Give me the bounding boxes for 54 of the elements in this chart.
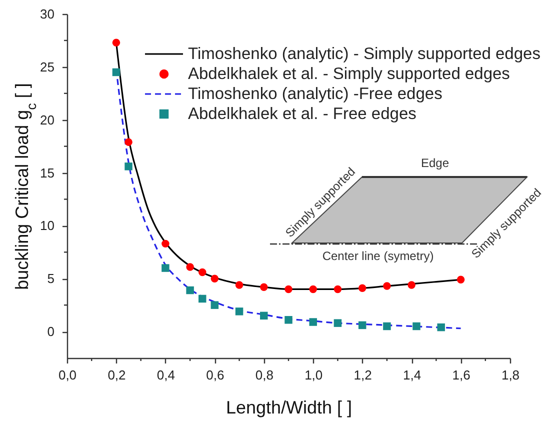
- point: [235, 308, 244, 316]
- y-tick-label: 25: [40, 59, 54, 74]
- point: [260, 283, 268, 291]
- y-tick-label: 15: [40, 165, 54, 180]
- point: [284, 316, 292, 324]
- x-axis-title: Length/Width [ ]: [226, 398, 352, 418]
- point: [162, 240, 170, 248]
- point: [186, 286, 194, 294]
- legend-label: Timoshenko (analytic) - Simply supported edges: [188, 45, 540, 63]
- point: [186, 263, 194, 271]
- point: [383, 322, 391, 330]
- x-tick-label: 1,8: [501, 368, 520, 382]
- point: [210, 274, 219, 282]
- annotation: Center line (symetry): [322, 249, 434, 264]
- y-tick-label: 30: [40, 6, 54, 22]
- point: [198, 268, 206, 276]
- point: [112, 68, 120, 76]
- x-tick-label: 0,6: [206, 368, 224, 382]
- point: [198, 294, 206, 303]
- x-tick-label: 0,4: [156, 368, 175, 382]
- point: [334, 319, 342, 327]
- point: [408, 281, 416, 289]
- legend-label: Timoshenko (analytic) -Free edges: [188, 85, 442, 103]
- point: [124, 162, 132, 170]
- point: [260, 312, 268, 320]
- x-tick-label: 1,2: [354, 368, 372, 382]
- x-tick-label: 0,2: [108, 368, 126, 382]
- point: [383, 282, 391, 290]
- point: [124, 138, 132, 146]
- legend-label: Abdelkhalek et al. - Simply supported edges: [188, 65, 510, 83]
- y-tick-label: 0: [47, 324, 54, 340]
- x-tick-label: 0,8: [255, 368, 274, 382]
- legend-label: Abdelkhalek et al. - Free edges: [188, 105, 416, 123]
- point: [210, 301, 219, 309]
- point: [284, 285, 292, 294]
- point: [437, 323, 445, 332]
- annotation: Edge: [420, 156, 450, 170]
- point: [162, 264, 170, 272]
- point: [412, 322, 420, 330]
- x-tick-label: 1,6: [452, 368, 470, 382]
- x-tick-label: 0,0: [58, 368, 77, 382]
- x-tick-label: 1,0: [304, 368, 323, 382]
- point: [309, 318, 317, 326]
- y-tick-label: 5: [47, 271, 54, 286]
- point: [334, 285, 342, 294]
- y-tick-label: 20: [40, 112, 54, 128]
- point: [358, 284, 366, 292]
- y-tick-label: 10: [40, 218, 54, 234]
- point: [235, 281, 244, 289]
- x-tick-label: 1,4: [403, 368, 422, 382]
- point: [112, 38, 120, 46]
- point: [456, 276, 465, 284]
- point: [358, 321, 366, 330]
- point: [309, 285, 317, 294]
